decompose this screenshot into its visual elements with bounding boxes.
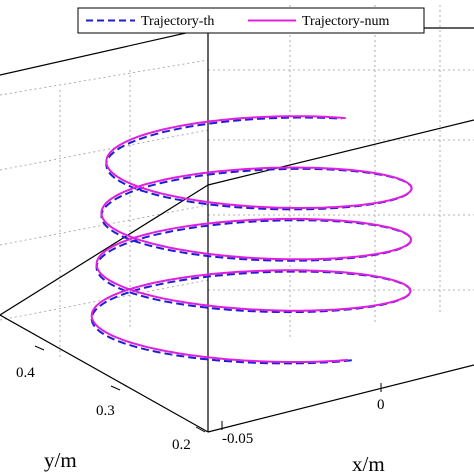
grid-line [0, 59, 209, 96]
y-axis-label: y/m [44, 448, 77, 472]
grid-line [0, 129, 209, 171]
y-tick-label: 0.3 [96, 403, 115, 419]
y-tick-label: 0.2 [172, 437, 191, 453]
y-tick-label: 0.4 [16, 365, 35, 381]
tick-mark [34, 345, 45, 351]
box-edge [0, 27, 209, 76]
x-tick-label: 0 [377, 397, 385, 413]
grid-lines [0, 5, 474, 360]
x-axis-label: x/m [352, 452, 385, 474]
box-edge [207, 364, 474, 433]
legend-label-num: Trajectory-num [302, 14, 389, 29]
series-group [90, 115, 413, 365]
tick-mark [110, 385, 121, 391]
legend-label-th: Trajectory-th [141, 14, 214, 29]
box-edge [207, 119, 474, 186]
series-trajectory-num [90, 115, 413, 363]
legend: Trajectory-th Trajectory-num [77, 7, 425, 34]
plot-box [0, 27, 474, 433]
series-trajectory-th [90, 116, 413, 365]
box-edge [0, 184, 209, 316]
box-edge [0, 314, 209, 433]
tick-mark [195, 426, 206, 433]
x-tick-label: -0.05 [222, 431, 253, 447]
axis-ticks: -0.05 0 0.2 0.3 0.4 [16, 365, 385, 453]
